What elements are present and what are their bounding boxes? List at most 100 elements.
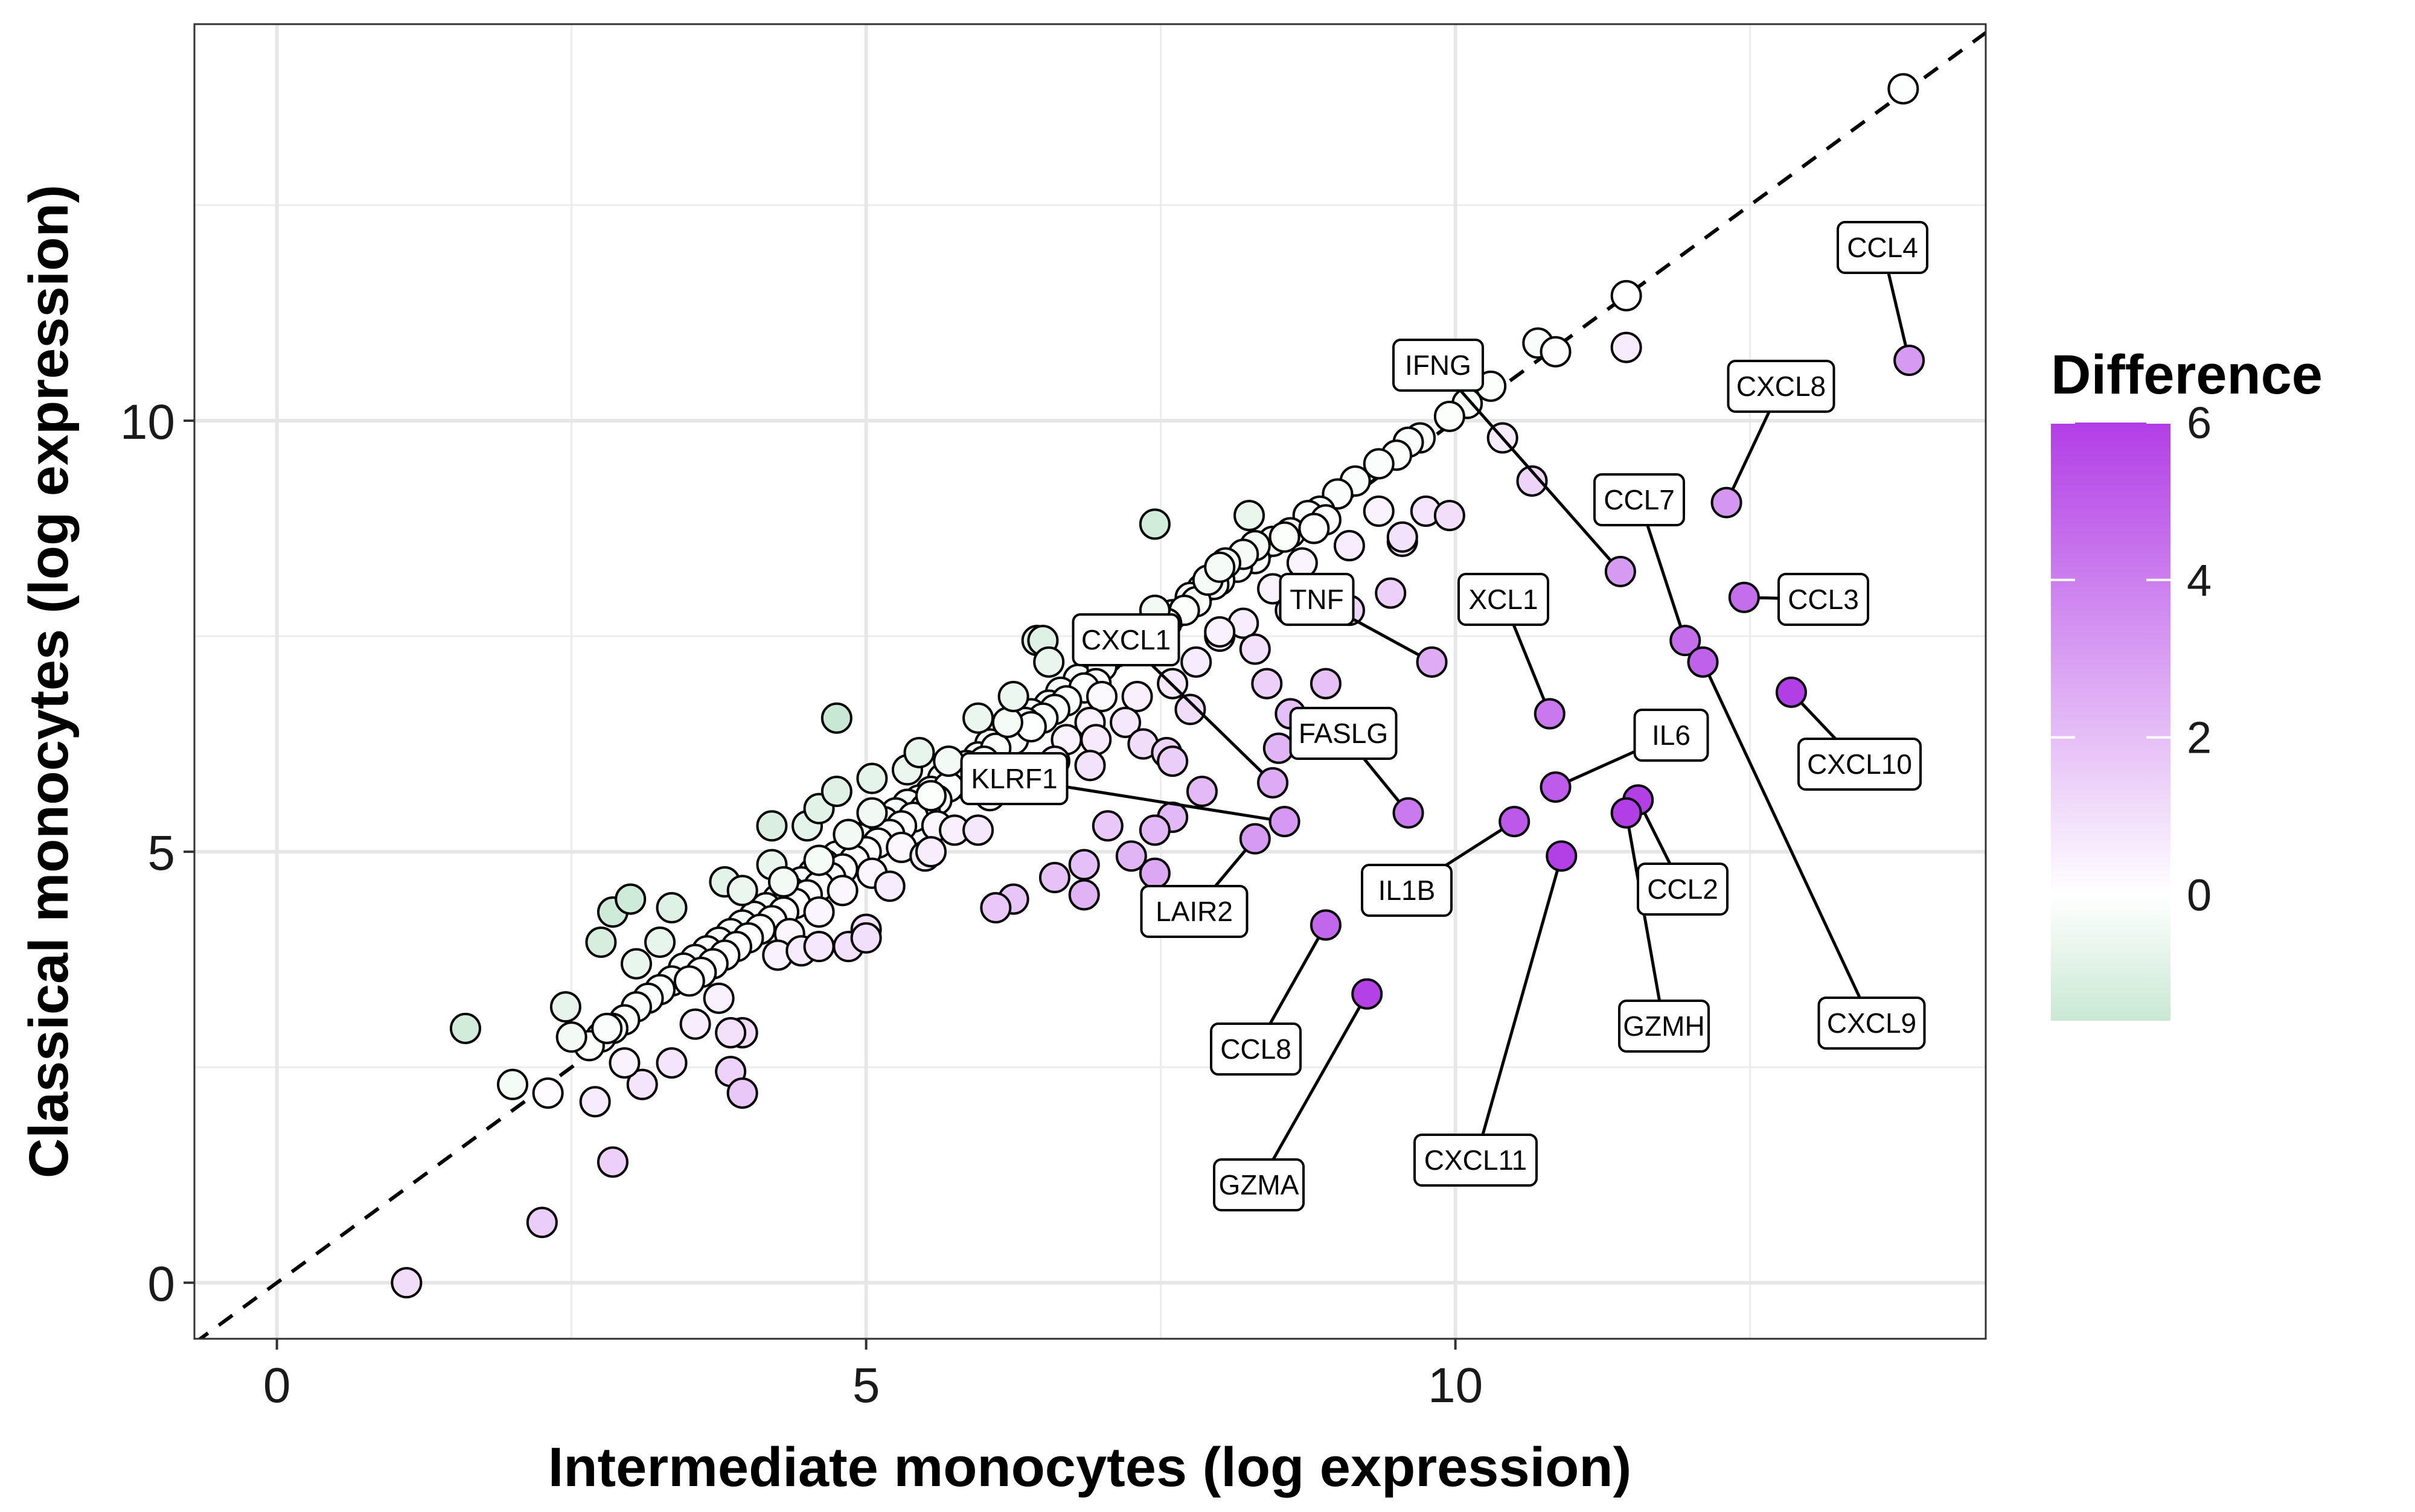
data-point bbox=[1186, 776, 1218, 808]
legend-colorbar bbox=[2051, 423, 2170, 1021]
data-point bbox=[1375, 577, 1407, 609]
gene-label-box bbox=[1457, 573, 1549, 626]
gene-label-box bbox=[1797, 738, 1922, 791]
data-point bbox=[915, 836, 947, 868]
data-point bbox=[827, 875, 859, 907]
data-point bbox=[1610, 279, 1642, 311]
labeled-point bbox=[1546, 840, 1578, 872]
y-axis-title: Classical monocytes (log expression) bbox=[18, 185, 80, 1178]
data-point bbox=[1540, 336, 1572, 368]
highlighted-points bbox=[1239, 344, 1925, 1010]
gene-label-text: IL1B bbox=[1378, 875, 1436, 906]
labeled-point bbox=[1610, 797, 1642, 829]
gene-label: FASLG bbox=[1289, 707, 1398, 760]
data-point bbox=[1298, 512, 1330, 544]
gene-label-box bbox=[1593, 473, 1685, 526]
data-point bbox=[1033, 646, 1065, 678]
labeled-point bbox=[1687, 646, 1719, 678]
data-point bbox=[1516, 465, 1548, 497]
y-axis-ticks: 0 5 10 bbox=[120, 395, 194, 1312]
gene-label-text: CXCL1 bbox=[1081, 624, 1171, 656]
gene-label: CCL8 bbox=[1210, 1022, 1302, 1076]
data-point bbox=[726, 875, 758, 907]
labeled-point bbox=[1416, 646, 1448, 678]
gene-label: CCL7 bbox=[1593, 473, 1685, 526]
data-point bbox=[1610, 331, 1642, 363]
gene-label-text: CCL7 bbox=[1604, 484, 1675, 515]
data-point bbox=[644, 927, 676, 959]
x-axis-ticks: 0 5 10 bbox=[263, 1339, 1483, 1413]
labeled-point bbox=[1728, 581, 1760, 613]
labeled-point bbox=[1499, 806, 1531, 838]
y-tick-label: 10 bbox=[120, 395, 175, 450]
data-point bbox=[597, 1146, 629, 1178]
data-point bbox=[1121, 680, 1153, 712]
data-point bbox=[656, 892, 688, 923]
label-connector bbox=[1257, 993, 1369, 1186]
data-point bbox=[679, 1008, 711, 1040]
gene-label: LAIR2 bbox=[1140, 885, 1249, 938]
gene-label: CCL4 bbox=[1837, 221, 1928, 274]
gene-label: CCL3 bbox=[1777, 573, 1869, 626]
data-point bbox=[933, 745, 965, 777]
data-point bbox=[656, 1047, 688, 1079]
data-point bbox=[803, 844, 835, 876]
data-point bbox=[1204, 616, 1236, 648]
labeled-point bbox=[1540, 771, 1572, 803]
gene-label-box bbox=[1361, 864, 1453, 917]
data-point bbox=[703, 982, 735, 1014]
gene-label: KLRF1 bbox=[960, 752, 1069, 805]
data-point bbox=[1139, 857, 1171, 889]
data-point bbox=[1110, 706, 1142, 738]
gene-label-text: CXCL10 bbox=[1807, 748, 1912, 780]
data-point bbox=[803, 931, 835, 963]
legend-ticks: 6 4 2 0 bbox=[2051, 398, 2212, 920]
data-point bbox=[591, 1012, 623, 1044]
data-point bbox=[1363, 495, 1395, 527]
gene-label: GZMA bbox=[1213, 1158, 1305, 1211]
gene-label-text: XCL1 bbox=[1468, 584, 1538, 615]
gene-label-text: LAIR2 bbox=[1156, 896, 1233, 927]
data-point bbox=[532, 1077, 564, 1109]
data-point bbox=[962, 814, 994, 846]
labeled-point bbox=[1239, 823, 1271, 855]
data-point bbox=[715, 1016, 747, 1048]
gene-label: CXCL8 bbox=[1727, 360, 1835, 413]
data-point bbox=[555, 1021, 587, 1053]
gene-label-text: CCL3 bbox=[1788, 584, 1859, 615]
gene-label: XCL1 bbox=[1457, 573, 1549, 626]
data-point bbox=[856, 797, 888, 829]
labeled-point bbox=[1534, 698, 1566, 730]
data-point bbox=[820, 702, 852, 734]
gene-label-box bbox=[1817, 997, 1926, 1050]
gene-label-box bbox=[1777, 573, 1869, 626]
data-point bbox=[1068, 849, 1100, 881]
gene-label-box bbox=[1413, 1134, 1538, 1187]
data-point bbox=[526, 1207, 558, 1239]
legend-tick-label: 2 bbox=[2187, 713, 2212, 763]
data-point bbox=[767, 866, 799, 898]
data-point bbox=[1333, 530, 1365, 562]
data-point bbox=[1180, 646, 1212, 678]
plot-panel-border bbox=[193, 23, 1987, 1340]
legend: Difference 6 4 2 0 bbox=[2051, 344, 2323, 1021]
gene-label-box bbox=[1392, 339, 1484, 392]
data-point bbox=[856, 762, 888, 794]
labeled-point bbox=[1669, 625, 1701, 657]
gene-label-box bbox=[1618, 1000, 1710, 1053]
data-point bbox=[997, 680, 1029, 712]
gene-label-text: IL6 bbox=[1652, 719, 1690, 751]
data-point bbox=[1115, 840, 1147, 872]
gene-labels: CCL4 CXCL8 IFNG CCL7 CCL3 CXCL10 TNF XCL1 CXCL1 F… bbox=[960, 221, 1928, 1211]
data-point bbox=[756, 810, 788, 842]
gene-label-box bbox=[1637, 863, 1729, 916]
data-point bbox=[585, 927, 617, 959]
y-tick-label: 0 bbox=[147, 1257, 175, 1312]
legend-title: Difference bbox=[2051, 344, 2323, 406]
label-connector bbox=[1474, 855, 1563, 1161]
labeled-point bbox=[1604, 555, 1636, 587]
gene-label-text: CCL8 bbox=[1220, 1033, 1291, 1065]
label-connector bbox=[1625, 812, 1666, 1027]
data-point bbox=[726, 1077, 758, 1109]
